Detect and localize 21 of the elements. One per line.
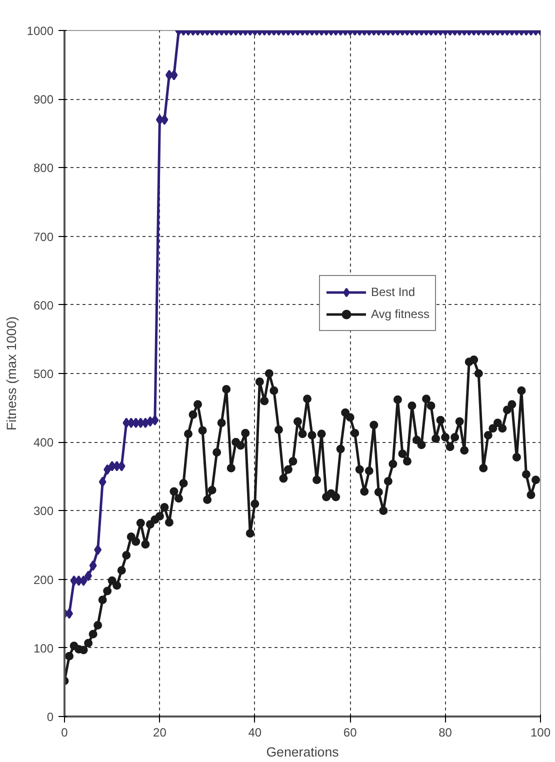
y-tick-label: 200 (33, 572, 54, 587)
x-tick-label: 80 (438, 726, 452, 740)
y-tick-label: 700 (33, 230, 54, 244)
y-tick-label: 500 (33, 367, 54, 381)
x-tick-label: 100 (530, 726, 551, 740)
y-tick-label: 100 (33, 641, 54, 656)
y-tick-label: 600 (33, 298, 54, 312)
y-tick-label: 400 (33, 436, 54, 450)
x-tick-label: 20 (153, 726, 167, 740)
y-tick-label: 300 (33, 504, 54, 518)
x-axis-title: Generations (266, 744, 340, 760)
x-tick-label: 60 (343, 726, 358, 740)
x-tick-label: 40 (248, 726, 262, 740)
legend-label: Avg fitness (371, 307, 430, 321)
y-tick-label: 800 (33, 161, 54, 176)
x-tick-label: 0 (61, 726, 68, 740)
legend-label: Best Ind (371, 285, 416, 299)
y-tick-label: 900 (33, 92, 54, 107)
y-axis-title: Fitness (max 1000) (4, 316, 19, 431)
y-tick-label: 1000 (26, 24, 54, 38)
y-tick-label: 0 (46, 710, 54, 724)
